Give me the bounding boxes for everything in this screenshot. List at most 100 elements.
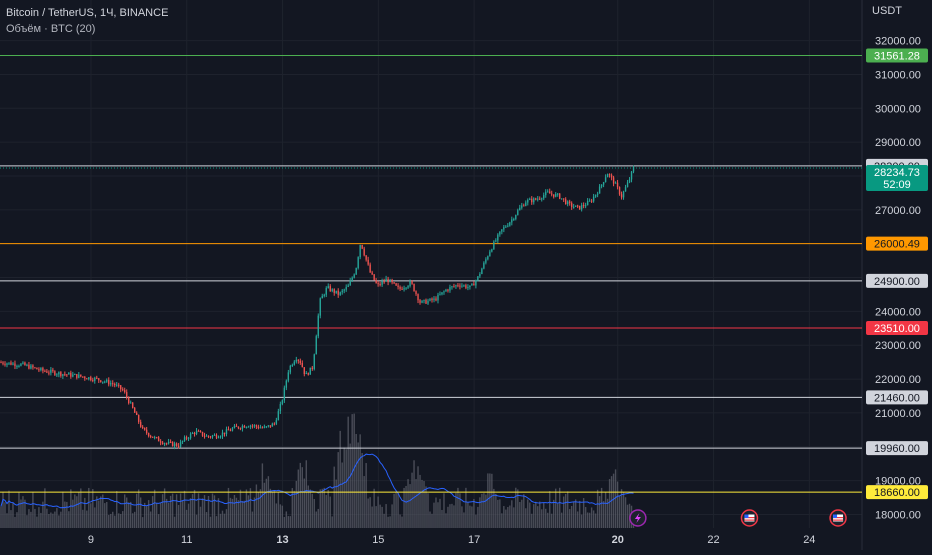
volume-bar	[391, 504, 393, 528]
volume-bar	[227, 487, 230, 528]
candle-body	[131, 402, 134, 408]
candle-body	[586, 200, 589, 206]
candle-body	[135, 412, 138, 415]
volume-bar	[421, 479, 423, 528]
candle-body	[445, 289, 447, 292]
volume-bar	[22, 496, 24, 528]
volume-bar	[241, 501, 244, 528]
candle-body	[343, 289, 345, 291]
volume-bar	[574, 499, 577, 528]
volume-bar	[131, 513, 134, 528]
volume-bar	[618, 496, 621, 528]
volume-bar	[219, 513, 222, 528]
candle-body	[209, 436, 212, 438]
volume-bar	[187, 503, 190, 528]
candle-body	[425, 299, 427, 304]
candle-body	[598, 186, 601, 194]
candle-body	[614, 182, 617, 184]
candle-body	[126, 392, 128, 398]
event-markers[interactable]	[629, 509, 847, 527]
horizontal-levels[interactable]	[0, 54, 862, 493]
candle-body	[299, 360, 302, 363]
volume-bar	[112, 511, 114, 528]
candle-body	[347, 285, 349, 287]
volume-bar	[381, 506, 383, 528]
candle-body	[163, 443, 166, 445]
volume-bar	[363, 476, 365, 528]
candle-body	[385, 278, 387, 282]
volume-bar	[315, 511, 317, 528]
volume-bar	[129, 501, 132, 528]
volume-bar	[343, 447, 345, 528]
time-axis[interactable]: 9 11 13 15 17 20 22 24	[88, 534, 816, 546]
candle-body	[604, 177, 607, 183]
candle-body	[501, 229, 503, 232]
candle-body	[249, 425, 252, 427]
candle-body	[568, 201, 571, 204]
candle-body	[361, 245, 363, 249]
candle-body	[626, 182, 629, 188]
level-price-label: 19960.00	[874, 443, 920, 455]
volume-bar	[313, 498, 315, 528]
candle-body	[68, 372, 70, 375]
candle-body	[88, 377, 90, 380]
volume-bar	[529, 502, 531, 528]
volume-bar	[293, 490, 296, 528]
candle-body	[574, 205, 577, 207]
candle-body	[289, 365, 292, 373]
volume-bar	[255, 484, 258, 528]
volume-bar	[213, 495, 216, 528]
candle-body	[549, 191, 551, 194]
candle-body	[433, 298, 435, 301]
bar-countdown-label: 52:09	[883, 179, 911, 191]
y-tick-label: 21000.00	[875, 408, 921, 420]
volume-bar	[116, 491, 118, 528]
candle-body	[507, 225, 509, 227]
symbol-title[interactable]: Bitcoin / TetherUS, 1Ч, BINANCE	[6, 7, 169, 19]
candle-body	[70, 372, 72, 377]
volume-indicator-label[interactable]: Объём · BTC (20)	[6, 23, 96, 35]
volume-bar	[584, 507, 587, 528]
volume-bar	[535, 501, 537, 528]
volume-bar	[191, 494, 194, 528]
candle-body	[397, 285, 399, 288]
volume-bar	[34, 508, 36, 528]
lightning-icon[interactable]	[629, 509, 647, 527]
candle-body	[219, 436, 222, 438]
candle-body	[355, 268, 357, 275]
volume-bar	[297, 469, 300, 528]
price-currency-label[interactable]: USDT	[872, 5, 902, 17]
x-tick-label: 11	[181, 534, 192, 546]
volume-bar	[547, 512, 549, 528]
price-axis[interactable]: 18000.0019000.0020000.0021000.0022000.00…	[866, 36, 928, 522]
us-flag-icon[interactable]	[740, 509, 759, 527]
candle-body	[217, 437, 220, 439]
candle-body	[52, 369, 54, 372]
volume-bar	[209, 516, 212, 528]
candle-body	[423, 299, 425, 301]
candle-body	[66, 374, 68, 376]
volume-bar	[429, 511, 431, 528]
volume-bar	[533, 504, 535, 528]
candle-body	[42, 368, 44, 371]
candle-body	[455, 285, 457, 287]
candle-body	[405, 287, 407, 289]
us-flag-icon[interactable]	[829, 509, 847, 527]
candle-body	[28, 364, 30, 369]
candle-body	[413, 283, 415, 292]
candle-body	[525, 202, 527, 206]
volume-bar	[245, 489, 248, 528]
volume-bar	[40, 512, 42, 528]
volume-bar	[407, 479, 409, 528]
volume-bar	[405, 485, 407, 528]
volume-bar	[62, 491, 64, 528]
volume-bar	[44, 488, 46, 528]
volume-bar	[359, 434, 361, 528]
candle-body	[203, 435, 206, 437]
candle-body	[371, 272, 373, 275]
volume-bar	[383, 513, 385, 528]
candle-body	[133, 407, 136, 413]
volume-bar	[473, 498, 475, 528]
